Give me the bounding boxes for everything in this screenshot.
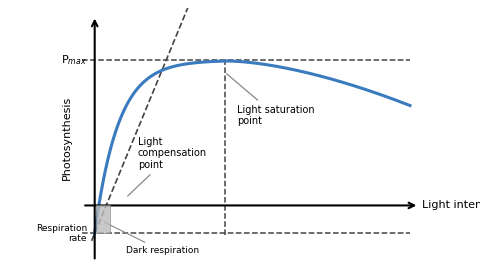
Text: Light
compensation
point: Light compensation point: [128, 137, 207, 196]
Text: Photosynthesis: Photosynthesis: [62, 95, 72, 180]
Bar: [96, 205, 110, 233]
Text: Light saturation
point: Light saturation point: [227, 74, 314, 126]
Text: Dark respiration: Dark respiration: [104, 222, 199, 255]
Text: Light intensity: Light intensity: [422, 200, 480, 210]
Text: Respiration
rate: Respiration rate: [36, 224, 87, 243]
Text: P$_{max}$: P$_{max}$: [61, 53, 87, 67]
